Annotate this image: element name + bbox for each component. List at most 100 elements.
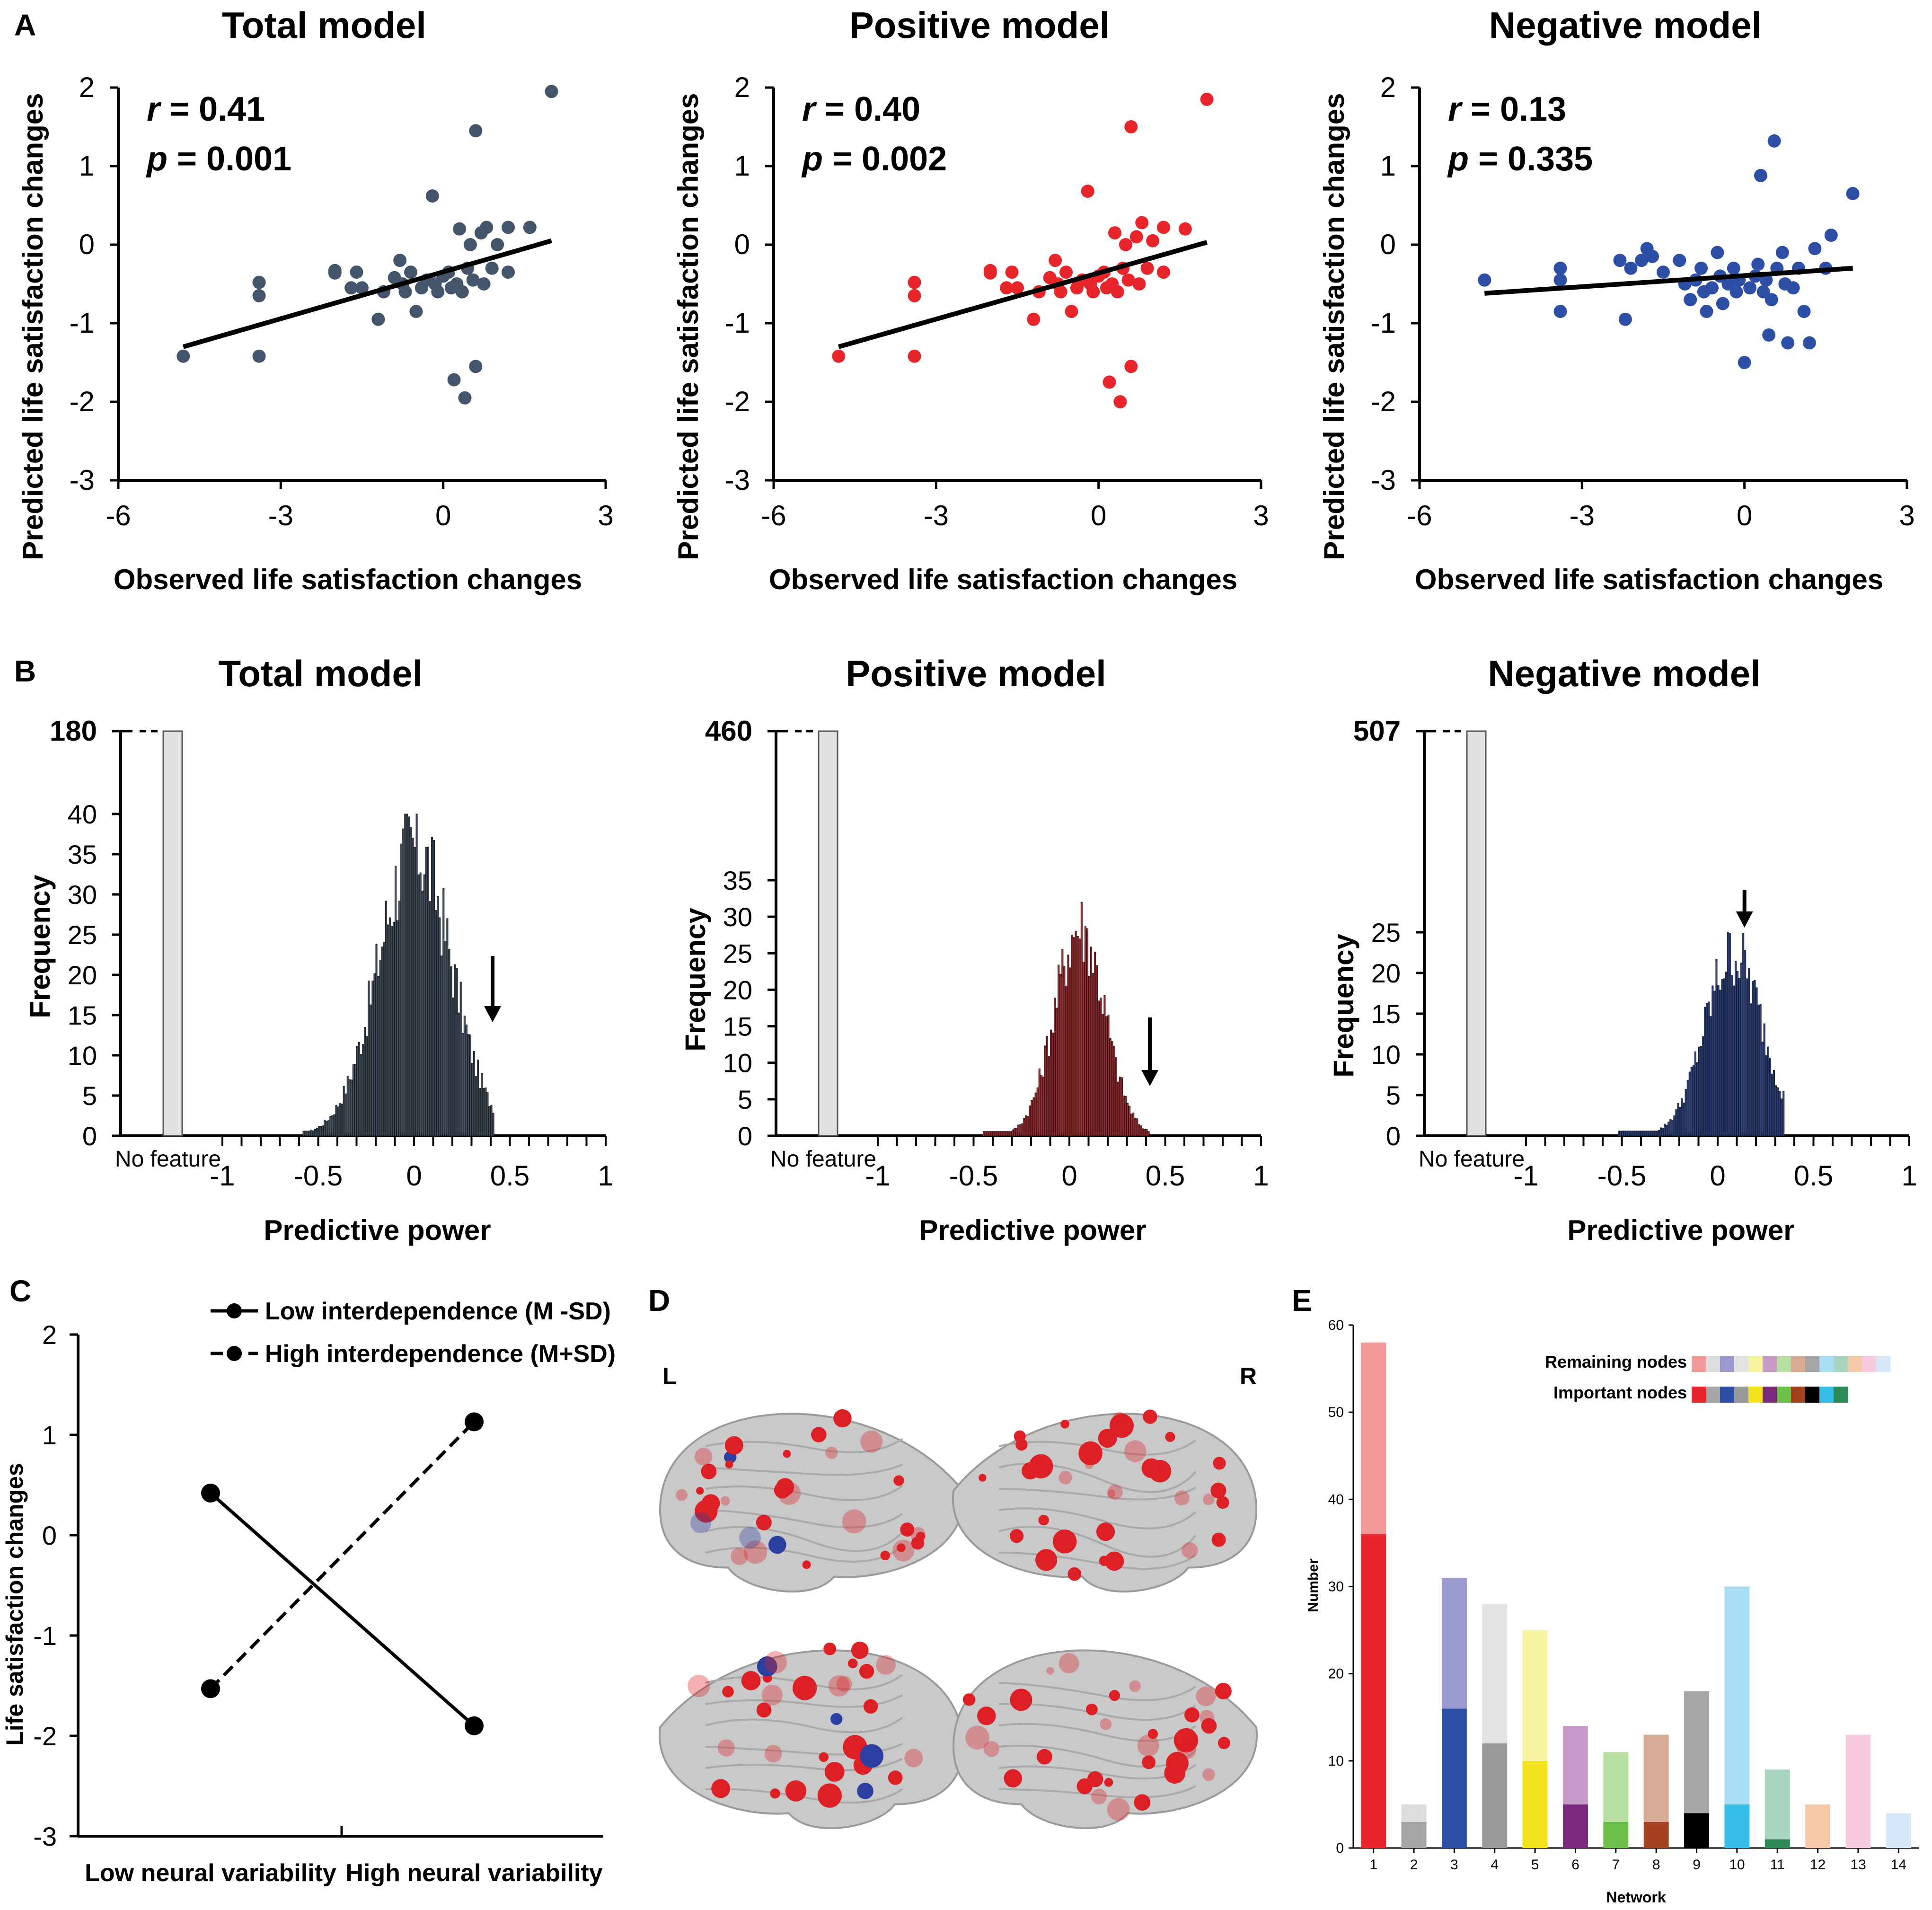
- histogram-bar: [1059, 973, 1062, 1136]
- data-point: [1727, 261, 1740, 275]
- histogram-bar: [996, 1131, 998, 1136]
- histogram-bar: [341, 1104, 343, 1136]
- x-tick-label: 11: [1770, 1857, 1785, 1873]
- bar-remaining: [1441, 1578, 1467, 1709]
- histogram-bar: [987, 1131, 989, 1136]
- brain-node: [1099, 1556, 1110, 1566]
- histogram-bar: [469, 1034, 472, 1136]
- histogram-bar: [329, 1115, 332, 1136]
- histogram-bar: [1073, 937, 1075, 1136]
- bar-remaining: [1361, 1342, 1386, 1534]
- brain-node: [825, 1446, 838, 1459]
- brain-node: [1067, 1567, 1082, 1581]
- brain-sulcus: [998, 1507, 1197, 1530]
- histogram-bar: [1706, 1003, 1708, 1136]
- y-tick-label: 15: [1371, 999, 1401, 1029]
- brain-node: [724, 1436, 743, 1455]
- brain-node: [1166, 1751, 1189, 1775]
- data-point: [1705, 281, 1719, 295]
- histogram-bar: [441, 955, 443, 1136]
- scatter-negative-model: Negative model -3 -2 -1 0 1 2 -6 -3 0 3 Observed li…: [1318, 4, 1915, 595]
- x-tick-label: 7: [1612, 1857, 1620, 1873]
- stat-r-symbol: r: [802, 90, 817, 128]
- histogram-bar: [1694, 1051, 1696, 1136]
- y-axis-label: Number: [1306, 1558, 1321, 1612]
- y-tick-label: 0: [738, 1121, 752, 1151]
- x-tick-label: 3: [598, 500, 613, 531]
- brain-node: [828, 1675, 850, 1697]
- stat-r: r = 0.41: [147, 90, 265, 128]
- data-point: [1767, 134, 1781, 148]
- brain-node: [1201, 1718, 1217, 1734]
- histogram-bar: [1147, 1131, 1150, 1136]
- brain-node: [1104, 1777, 1113, 1787]
- brain-node: [770, 1788, 780, 1799]
- data-point: [1135, 216, 1149, 230]
- bar-important: [1724, 1804, 1750, 1848]
- data-point: [1751, 257, 1765, 271]
- no-feature-label: No feature: [115, 1147, 221, 1172]
- data-point: [458, 391, 472, 405]
- brain-node: [1124, 1440, 1147, 1462]
- histogram-bar: [1050, 1029, 1052, 1136]
- histogram-bar: [1012, 1129, 1014, 1136]
- data-point: [1781, 336, 1795, 350]
- brain-node: [1143, 1409, 1157, 1424]
- data-point: [832, 349, 846, 363]
- histogram-bar: [310, 1130, 312, 1136]
- data-point: [1086, 285, 1100, 299]
- observed-arrow-head: [1141, 1070, 1159, 1086]
- brain-node: [1060, 1419, 1070, 1429]
- x-tick-label: -6: [761, 500, 786, 531]
- histogram-bar: [994, 1131, 997, 1136]
- legend-swatch: [1834, 1387, 1848, 1403]
- brain-node: [1147, 1729, 1158, 1739]
- data-point: [1011, 281, 1024, 295]
- histogram-bar: [1058, 964, 1060, 1136]
- x-axis-label: Network: [1606, 1889, 1666, 1906]
- histogram-bar: [1759, 1004, 1762, 1136]
- histogram-bar: [414, 847, 416, 1136]
- data-point: [1797, 305, 1811, 318]
- brain-node: [1091, 1788, 1107, 1804]
- x-tick-label: -0.5: [949, 1160, 998, 1192]
- brain-sulcus: [998, 1526, 1197, 1558]
- histogram-bar: [402, 828, 405, 1136]
- brain-sulcus: [998, 1785, 1196, 1799]
- histogram-bar: [1641, 1131, 1643, 1136]
- histogram-bar: [368, 981, 370, 1136]
- data-point: [328, 266, 342, 280]
- stat-p-symbol: p: [146, 140, 168, 178]
- brain-node: [860, 1430, 883, 1453]
- x-tick-label: 6: [1571, 1857, 1579, 1873]
- x-tick-label: 0.5: [1794, 1160, 1833, 1192]
- x-tick-label: -1: [210, 1160, 235, 1192]
- brain-node: [1104, 1551, 1124, 1571]
- histogram-bar: [465, 1024, 468, 1136]
- histogram-bar: [477, 1060, 479, 1136]
- brain-node: [830, 1713, 843, 1725]
- data-point: [545, 85, 558, 98]
- histogram-bar: [1015, 1128, 1018, 1136]
- bar-remaining: [1643, 1734, 1669, 1822]
- data-point: [1716, 297, 1729, 310]
- histogram-bar: [1635, 1131, 1637, 1136]
- y-tick-label: 10: [1371, 1040, 1401, 1070]
- histogram-bar: [1090, 946, 1093, 1136]
- histogram-bar: [1075, 931, 1077, 1136]
- legend-swatch: [1763, 1356, 1777, 1372]
- data-point: [455, 285, 469, 299]
- y-tick-label: 0: [79, 229, 95, 260]
- series-point: [201, 1679, 220, 1698]
- legend-swatch: [1720, 1387, 1734, 1403]
- data-point: [409, 305, 423, 318]
- histogram-bar: [1617, 1131, 1620, 1136]
- data-point: [453, 222, 466, 236]
- histogram-bar: [346, 1076, 349, 1136]
- brain-node: [859, 1663, 874, 1679]
- chart-title: Total model: [222, 4, 426, 46]
- bar-important: [1603, 1822, 1629, 1848]
- brain-node: [1210, 1483, 1226, 1499]
- brain-node: [1141, 1458, 1162, 1478]
